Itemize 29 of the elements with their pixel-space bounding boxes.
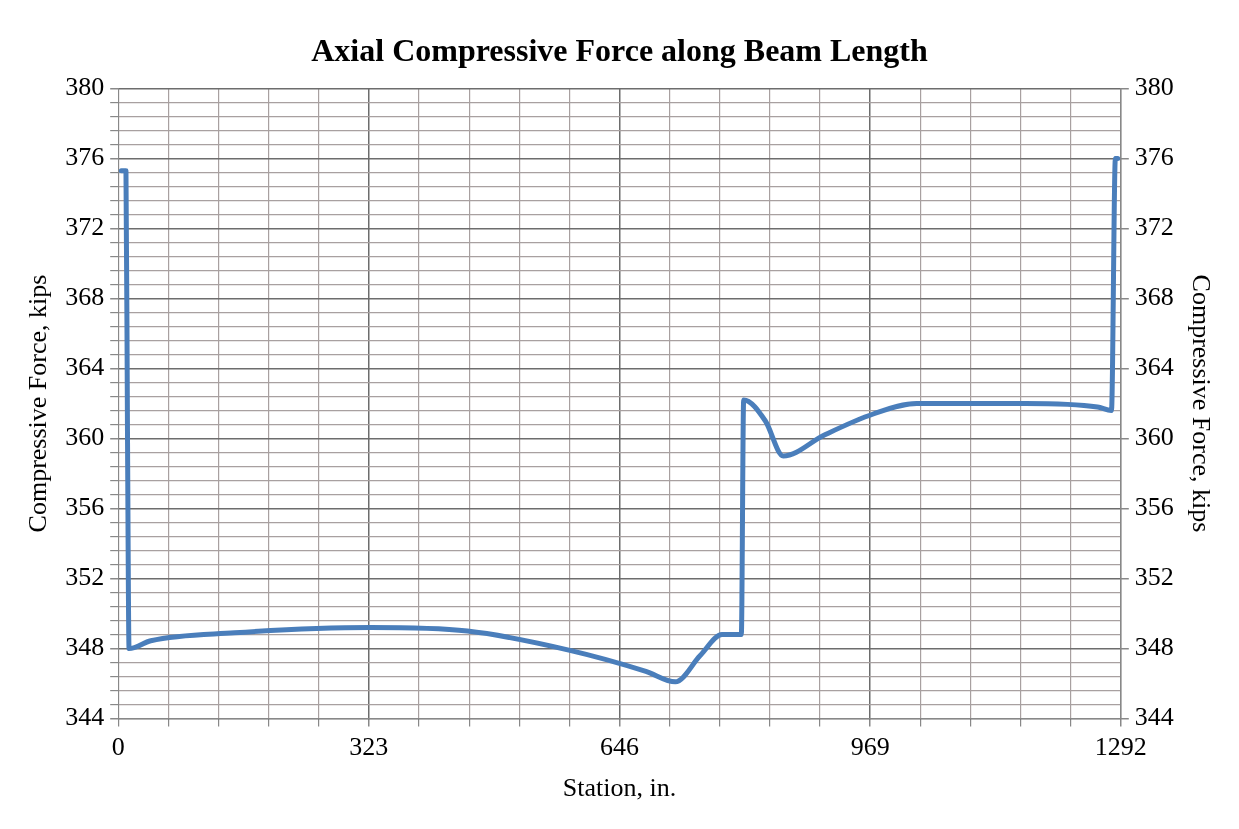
x-tick-label: 0 [111, 732, 125, 762]
y-tick-label: 352 [65, 562, 105, 592]
y-tick-label: 360 [65, 422, 105, 452]
x-tick-label: 646 [600, 732, 639, 762]
y2-tick-label: 352 [1134, 562, 1174, 592]
y-tick-label: 376 [65, 142, 105, 172]
y-tick-label: 364 [65, 352, 105, 382]
y-tick-label: 380 [65, 72, 105, 102]
y2-tick-label: 360 [1134, 422, 1174, 452]
y-axis-title: Compressive Force, kips [23, 274, 53, 533]
y2-tick-label: 364 [1134, 352, 1174, 382]
y2-tick-label: 380 [1134, 72, 1174, 102]
y-tick-label: 344 [65, 702, 105, 732]
x-tick-label: 1292 [1094, 732, 1147, 762]
y2-tick-label: 348 [1134, 632, 1174, 662]
y2-tick-label: 376 [1134, 142, 1174, 172]
y-tick-label: 372 [65, 212, 105, 242]
x-tick-label: 323 [349, 732, 389, 762]
y-tick-label: 368 [65, 282, 105, 312]
y-tick-label: 348 [65, 632, 105, 662]
y-tick-label: 356 [65, 492, 105, 522]
x-axis-title: Station, in. [562, 773, 677, 803]
x-tick-label: 969 [850, 732, 890, 762]
y2-tick-label: 344 [1134, 702, 1174, 732]
y2-tick-label: 356 [1134, 492, 1174, 522]
chart-title: Axial Compressive Force along Beam Length [311, 32, 928, 69]
y2-axis-title: Compressive Force, kips [1186, 274, 1216, 533]
y2-tick-label: 372 [1134, 212, 1174, 242]
y2-tick-label: 368 [1134, 282, 1174, 312]
